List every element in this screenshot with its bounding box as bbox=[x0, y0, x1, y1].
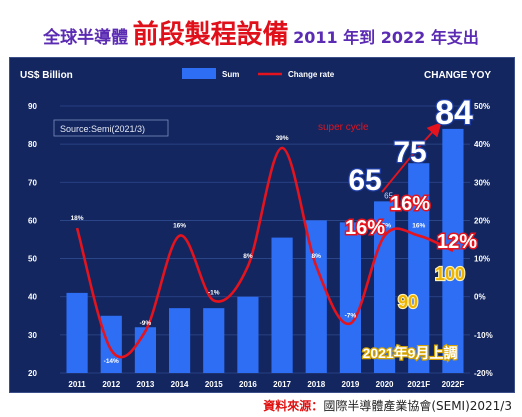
bar bbox=[237, 296, 259, 373]
y2-axis-title: CHANGE YOY bbox=[424, 70, 491, 81]
legend-swatch-sum bbox=[182, 68, 216, 79]
title-prefix: 全球半導體 bbox=[43, 28, 129, 48]
y2-tick-label: 40% bbox=[474, 140, 490, 149]
change-rate-label: -7% bbox=[345, 312, 357, 319]
big-percent-label: 12% bbox=[437, 231, 477, 253]
bar bbox=[408, 163, 430, 373]
legend-label-change: Change rate bbox=[288, 70, 335, 79]
title-suffix: 2011 年到 2022 年支出 bbox=[293, 28, 479, 47]
legend-label-sum: Sum bbox=[222, 70, 239, 79]
x-tick-label: 2020 bbox=[376, 380, 394, 389]
chart-panel: 20 30 40 50 60 70 80 90 -20% -10% 0% 10% 20% 30% 40% 50… bbox=[9, 57, 515, 393]
revised-value-label: 100 bbox=[435, 264, 465, 284]
super-cycle-label: super cycle bbox=[318, 122, 369, 133]
change-rate-label: -14% bbox=[104, 358, 119, 365]
big-value-label: 75 bbox=[393, 136, 426, 169]
x-tick-label: 2014 bbox=[171, 380, 189, 389]
change-rate-label: 16% bbox=[378, 223, 391, 230]
source-note-box bbox=[53, 119, 169, 137]
y-tick-label: 70 bbox=[28, 178, 37, 187]
change-rate-label: 39% bbox=[276, 135, 289, 142]
change-rate-label: -1% bbox=[208, 290, 220, 297]
x-tick-label: 2019 bbox=[342, 380, 360, 389]
y-tick-label: 40 bbox=[28, 293, 37, 302]
y2-tick-label: 30% bbox=[474, 178, 490, 187]
big-value-label: 84 bbox=[435, 94, 473, 132]
bar bbox=[305, 220, 327, 373]
bar-top-label: 65 bbox=[384, 191, 393, 200]
bar bbox=[168, 308, 191, 373]
y-tick-label: 80 bbox=[28, 140, 37, 149]
change-rate-label: 16% bbox=[173, 223, 186, 230]
revision-note: 2021年9月上調 bbox=[363, 345, 458, 361]
bar bbox=[271, 237, 293, 373]
y2-tick-label: -20% bbox=[474, 369, 493, 378]
y-tick-label: 20 bbox=[28, 369, 37, 378]
change-rate-label: 18% bbox=[71, 215, 84, 222]
y-axis-title: US$ Billion bbox=[20, 70, 73, 81]
source-note: Source:Semi(2021/3) bbox=[60, 124, 145, 134]
big-percent-label: 16% bbox=[345, 217, 385, 239]
bar bbox=[339, 222, 362, 373]
bar bbox=[203, 308, 225, 373]
change-rate-label: 16% bbox=[412, 223, 425, 230]
bar bbox=[100, 315, 122, 373]
x-tick-label: 2012 bbox=[102, 380, 120, 389]
title-main: 前段製程設備 bbox=[132, 20, 289, 50]
change-rate-label: 8% bbox=[243, 253, 253, 260]
y2-tick-label: 10% bbox=[474, 255, 490, 264]
y-tick-label: 30 bbox=[28, 331, 37, 340]
change-rate-label: 8% bbox=[312, 253, 322, 260]
spending-chart: 20 30 40 50 60 70 80 90 -20% -10% 0% 10% 20% 30% 40% 50… bbox=[20, 68, 493, 389]
bar bbox=[442, 128, 464, 373]
source-value: 國際半導體產業協會(SEMI)2021/3 bbox=[323, 399, 512, 413]
y-tick-label: 60 bbox=[28, 216, 37, 225]
bar bbox=[134, 327, 157, 373]
y2-tick-label: -10% bbox=[474, 331, 493, 340]
x-tick-label: 2018 bbox=[307, 380, 325, 389]
y-tick-label: 90 bbox=[28, 102, 37, 111]
big-value-label: 65 bbox=[348, 164, 381, 197]
y2-tick-label: 0% bbox=[474, 293, 486, 302]
x-tick-label: 2011 bbox=[68, 380, 86, 389]
y2-tick-label: 50% bbox=[474, 102, 490, 111]
x-tick-label: 2017 bbox=[273, 380, 291, 389]
source-label: 資料來源： bbox=[263, 399, 324, 413]
x-tick-label: 2021F bbox=[407, 380, 430, 389]
bar bbox=[66, 292, 88, 373]
y-tick-label: 50 bbox=[28, 255, 37, 264]
super-cycle-arrow bbox=[381, 122, 442, 193]
change-rate-line bbox=[75, 146, 454, 359]
x-tick-label: 2016 bbox=[239, 380, 257, 389]
y2-tick-label: 20% bbox=[474, 216, 490, 225]
revised-value-label: 90 bbox=[398, 292, 418, 312]
page-title: 全球半導體 前段製程設備 2011 年到 2022 年支出 bbox=[0, 14, 522, 54]
source-footer: 資料來源：國際半導體產業協會(SEMI)2021/3 bbox=[263, 397, 512, 414]
change-rate-label: -9% bbox=[140, 320, 152, 327]
x-tick-label: 2013 bbox=[137, 380, 155, 389]
big-percent-label: 16% bbox=[390, 193, 430, 215]
x-tick-label: 2022F bbox=[442, 380, 465, 389]
x-tick-label: 2015 bbox=[205, 380, 223, 389]
